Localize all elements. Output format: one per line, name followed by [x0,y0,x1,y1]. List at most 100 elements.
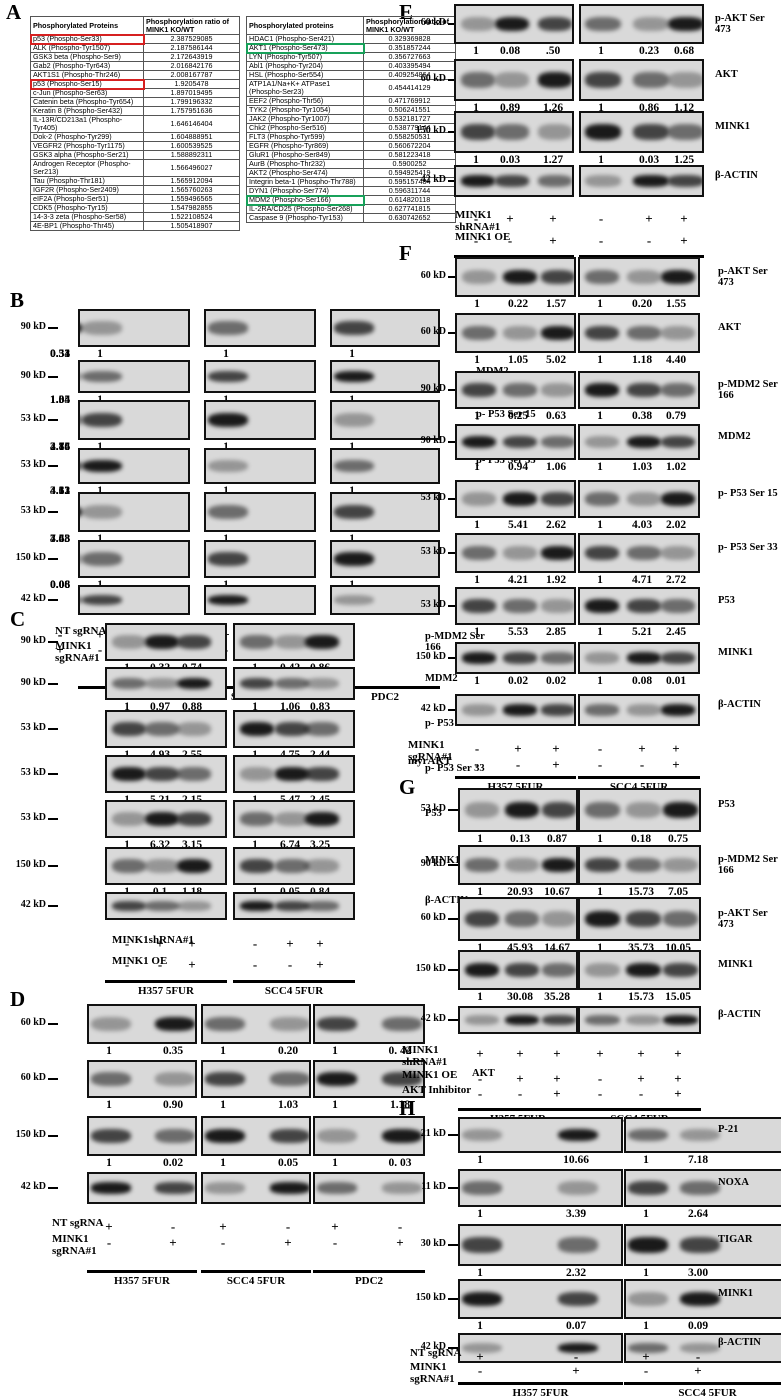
blot-band [505,802,539,818]
treatment-sign: - [597,741,603,756]
blot-band [495,16,529,32]
blot-band [111,635,147,649]
quant-value: 1.02 [665,461,687,473]
quant-value: 1.92 [545,574,567,586]
quant-value: 0.90 [162,1099,184,1111]
quant-value: 4.21 [507,574,529,586]
blot-band [628,1237,668,1253]
kd-tick [448,276,458,278]
quant-value: 1 [332,1099,338,1111]
treatment-sign: - [598,211,604,226]
kd-label: 42 kD [420,1013,446,1024]
blot-strip [578,257,700,297]
blot-band [626,599,662,613]
quant-value: 1 [474,626,480,638]
protein-name-cell: Androgen Receptor (Phospho-Ser213) [30,159,144,177]
blot-band [585,16,621,32]
quant-value: 2.62 [545,519,567,531]
treatment-sign: + [552,741,560,756]
quant-value: 1 [598,45,604,57]
blot-band [270,1182,309,1194]
blot-band [155,1016,195,1032]
kd-label: 150 kD [15,552,46,563]
blot-band [542,857,576,873]
blot-band [633,124,669,140]
blot-band [461,175,495,187]
blot-band [205,1182,245,1194]
kd-label: 90 kD [20,321,46,332]
quant-value: 1 [106,1157,112,1169]
treatment-sign: - [474,757,480,772]
treatment-sign: + [553,1086,561,1101]
ratio-cell: 0.630742652 [363,213,456,223]
blot-band [680,1291,720,1307]
blot-band [239,635,275,649]
blot-band [502,492,538,506]
blot-band [382,1072,422,1086]
treatment-label: NT sgRNA [55,625,107,637]
treatment-sign: - [507,233,513,248]
kd-label: 11 kD [421,1181,446,1192]
blot-band [584,1015,620,1025]
blot-band [304,812,340,826]
quant-value: 1 [597,833,603,845]
kd-tick [448,809,458,811]
cell-line-label: PDC2 [330,686,440,703]
blot-band [585,175,621,187]
panel-label-f: F [399,241,412,265]
blot-band [208,594,248,606]
quant-value: 1 [97,441,103,453]
quant-value: 15.05 [665,991,691,1003]
row-label: β-ACTIN [718,1337,761,1348]
quant-value: 1 [597,461,603,473]
kd-label: 90 kD [20,369,46,381]
blot-band [304,677,340,690]
kd-label: 60 kD [420,326,446,337]
treatment-sign: - [638,1086,644,1101]
treatment-sign: + [514,741,522,756]
treatment-sign: - [597,1071,603,1086]
table-row: IL-13R/CD213a1 (Phospho-Tyr405) 1.6461464… [30,115,240,133]
quant-value: 1 [97,533,103,545]
blot-strip [233,755,355,793]
kd-label: 53 kD [20,413,46,424]
kd-label: 53 kD [20,812,46,823]
blot-band [558,1291,598,1307]
treatment-sign: + [156,936,164,951]
blot-strip [233,847,355,885]
row-label: NOXA [718,1177,749,1188]
treatment-label: MINK1 OE [402,1069,458,1081]
blot-band [465,802,499,818]
kd-label: 150 kD [15,1129,46,1140]
blot-band [176,767,212,781]
treatment-sign: - [597,757,603,772]
blot-band [505,1015,539,1025]
quant-value: 0.22 [507,298,529,310]
kd-tick [48,558,58,560]
blot-strip [578,313,700,353]
blot-strip [204,540,316,578]
quant-value: 1 [220,1045,226,1057]
blot-band [144,812,180,826]
blot-strip [624,1333,781,1363]
treatment-sign: - [57,627,63,642]
blot-band [660,545,696,561]
kd-tick [448,79,458,81]
quant-value: 1 [349,441,355,453]
blot-band [662,1015,698,1025]
blot-band [502,652,538,664]
blot-strip [78,360,190,393]
blot-band [538,175,572,187]
blot-band [540,545,574,561]
treatment-sign: - [477,1086,483,1101]
blot-band [111,901,147,911]
blot-band [334,412,374,428]
quant-value: 0.38 [631,410,653,422]
quant-value: 1 [477,942,483,954]
quant-value: 1 [597,675,603,687]
blot-band [208,412,248,428]
quant-value: 1.25 [673,154,695,166]
blot-band [208,504,248,520]
quant-value: 0.79 [665,410,687,422]
row-label: AKT [472,1068,495,1079]
